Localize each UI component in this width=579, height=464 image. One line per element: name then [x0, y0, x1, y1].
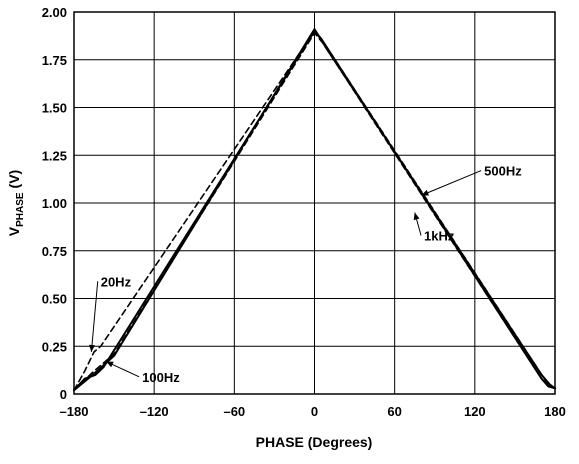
- y-tick-label: 0: [60, 387, 67, 402]
- annotation-label: 1kHz: [424, 228, 455, 243]
- y-axis-title-subscript: PHASE: [15, 192, 26, 227]
- y-axis-title: VPHASE (V): [6, 170, 26, 236]
- y-axis-title-unit: (V): [6, 170, 22, 189]
- annotation-arrowhead: [421, 189, 430, 196]
- x-axis-ticks: –180 –120 –60 0 60 120 180: [60, 404, 566, 419]
- annotation-leader: [421, 170, 482, 196]
- x-tick-label: –180: [60, 404, 89, 419]
- annotation-arrowhead: [106, 361, 114, 368]
- series-group: [73, 28, 556, 392]
- annotation-label: 20Hz: [101, 274, 132, 289]
- x-tick-label: –60: [223, 404, 245, 419]
- x-tick-label: 180: [544, 404, 566, 419]
- x-axis-title: PHASE (Degrees): [256, 434, 373, 450]
- x-tick-label: 120: [464, 404, 486, 419]
- y-axis-ticks: 0 0.25 0.50 0.75 1.00 1.25 1.50 1.75 2.00: [42, 5, 67, 402]
- plot-frame: [73, 11, 556, 395]
- x-tick-label: 60: [387, 404, 401, 419]
- annotation-arrowhead: [89, 344, 95, 352]
- y-tick-label: 1.50: [42, 101, 67, 116]
- y-axis-title-main: V: [6, 226, 22, 236]
- grid: [74, 12, 555, 394]
- y-tick-label: 0.50: [42, 292, 67, 307]
- y-tick-label: 1.75: [42, 53, 67, 68]
- annotation-leader: [90, 281, 99, 353]
- y-tick-label: 0.75: [42, 244, 67, 259]
- annotation-label: 500Hz: [484, 164, 522, 179]
- y-tick-label: 1.25: [42, 148, 67, 163]
- annotation-arrowhead: [413, 212, 420, 221]
- x-tick-label: –120: [140, 404, 169, 419]
- series-line-3: [73, 28, 556, 392]
- annotation-label: 100Hz: [142, 370, 180, 385]
- annotations: 20Hz 100Hz 500Hz 1kHz: [89, 164, 522, 385]
- x-tick-label: 0: [311, 404, 318, 419]
- y-tick-label: 2.00: [42, 5, 67, 20]
- y-tick-label: 0.25: [42, 339, 67, 354]
- series-line-4: [73, 32, 556, 391]
- y-tick-label: 1.00: [42, 196, 67, 211]
